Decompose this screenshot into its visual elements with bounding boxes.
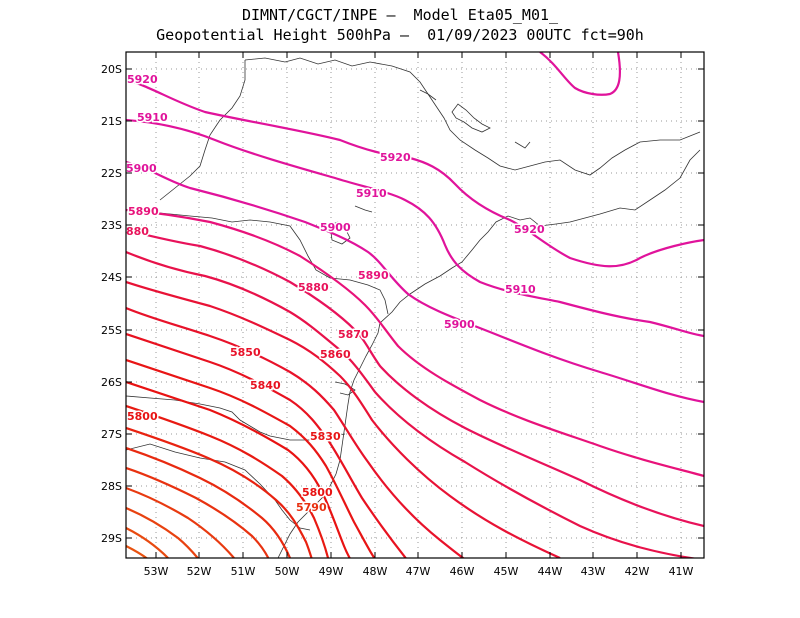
lon-label-47W: 47W bbox=[406, 565, 431, 578]
lon-label-49W: 49W bbox=[319, 565, 344, 578]
lat-label-25S: 25S bbox=[101, 324, 122, 337]
contour-label-5890: 5890 bbox=[128, 205, 159, 218]
lat-axis: 20S 21S 22S 23S 24S 25S 26S 27S 28S 29S bbox=[101, 63, 122, 545]
contour-label-5870: 5870 bbox=[338, 328, 369, 341]
contour-label-5920: 5920 bbox=[514, 223, 545, 236]
contour-label-5890: 5890 bbox=[358, 269, 389, 282]
lon-label-46W: 46W bbox=[450, 565, 475, 578]
map-title-line2: Geopotential Height 500hPa – 01/09/2023 … bbox=[156, 26, 644, 44]
lon-label-42W: 42W bbox=[625, 565, 650, 578]
lon-label-45W: 45W bbox=[494, 565, 519, 578]
tick-marks bbox=[126, 52, 704, 558]
contour-label-5900: 5900 bbox=[126, 162, 157, 175]
contour-label-5790: 5790 bbox=[296, 501, 327, 514]
lat-label-22S: 22S bbox=[101, 167, 122, 180]
contour-label-5920: 5920 bbox=[380, 151, 411, 164]
contour-label-5910: 5910 bbox=[137, 111, 168, 124]
contour-label-5910: 5910 bbox=[356, 187, 387, 200]
map-title-line1: DIMNT/CGCT/INPE – Model Eta05_M01_ bbox=[241, 6, 559, 24]
lon-label-53W: 53W bbox=[144, 565, 169, 578]
lon-axis: 53W 52W 51W 50W 49W 48W 47W 46W 45W 44W 43W 42W 41W bbox=[144, 565, 694, 578]
lat-label-23S: 23S bbox=[101, 219, 122, 232]
lat-label-28S: 28S bbox=[101, 480, 122, 493]
contour-label-880: 880 bbox=[126, 225, 149, 238]
contour-label-5830: 5830 bbox=[310, 430, 341, 443]
lon-label-52W: 52W bbox=[187, 565, 212, 578]
lat-label-24S: 24S bbox=[101, 271, 122, 284]
contour-label-5880: 5880 bbox=[298, 281, 329, 294]
contour-label-5900: 5900 bbox=[320, 221, 351, 234]
contour-label-5850: 5850 bbox=[230, 346, 261, 359]
lon-label-41W: 41W bbox=[669, 565, 694, 578]
lon-label-43W: 43W bbox=[581, 565, 606, 578]
lon-label-48W: 48W bbox=[363, 565, 388, 578]
contour-label-5920: 5920 bbox=[127, 73, 158, 86]
contour-label-5800: 5800 bbox=[127, 410, 158, 423]
lon-label-44W: 44W bbox=[538, 565, 563, 578]
lon-label-50W: 50W bbox=[275, 565, 300, 578]
contour-label-5840: 5840 bbox=[250, 379, 281, 392]
map-frame bbox=[125, 51, 705, 559]
contour-label-5860: 5860 bbox=[320, 348, 351, 361]
grid bbox=[126, 52, 704, 558]
contour-label-5800: 5800 bbox=[302, 486, 333, 499]
lat-label-21S: 21S bbox=[101, 115, 122, 128]
contours bbox=[126, 52, 704, 558]
lat-label-20S: 20S bbox=[101, 63, 122, 76]
contour-label-5910: 5910 bbox=[505, 283, 536, 296]
lat-label-27S: 27S bbox=[101, 428, 122, 441]
lon-label-51W: 51W bbox=[231, 565, 256, 578]
contour-label-5900: 5900 bbox=[444, 318, 475, 331]
contour-labels: 5920 5910 5900 5890 880 5920 5910 5900 5920 5910 5… bbox=[126, 72, 546, 516]
lat-label-26S: 26S bbox=[101, 376, 122, 389]
coastline-borders bbox=[126, 57, 701, 558]
lat-label-29S: 29S bbox=[101, 532, 122, 545]
